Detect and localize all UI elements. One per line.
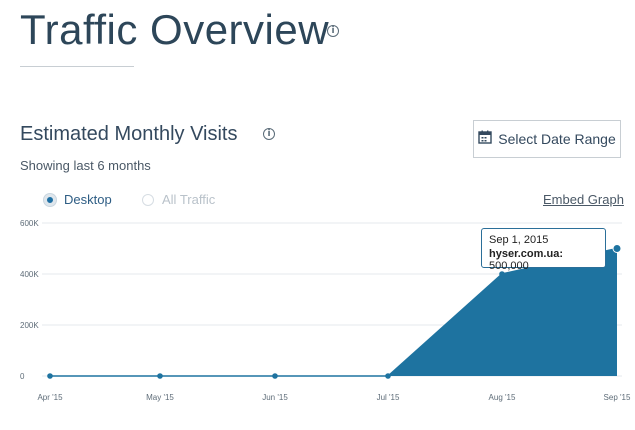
x-tick-label: Jul '15 bbox=[377, 393, 400, 402]
y-tick-label: 0 bbox=[20, 372, 25, 381]
select-date-range-button[interactable]: Select Date Range bbox=[473, 120, 621, 158]
page-title: Traffic Overview bbox=[20, 6, 330, 53]
x-tick-label: Aug '15 bbox=[489, 393, 516, 402]
series-line bbox=[50, 247, 618, 377]
y-tick-label: 200K bbox=[20, 321, 39, 330]
section-title: Estimated Monthly Visits bbox=[20, 123, 238, 145]
calendar-icon bbox=[478, 130, 492, 149]
data-point bbox=[612, 244, 622, 253]
all-traffic-radio-label: All Traffic bbox=[162, 192, 216, 207]
chart-tooltip: Sep 1, 2015 hyser.com.ua: 500,000 bbox=[481, 228, 606, 272]
radio-unselected-icon bbox=[142, 193, 154, 206]
radio-selected-icon bbox=[44, 193, 56, 206]
all-traffic-radio[interactable]: All Traffic bbox=[142, 192, 215, 207]
desktop-radio-label: Desktop bbox=[64, 192, 112, 207]
visits-chart: 0 200K 400K 600K Apr '15 May '15 Jun '15 Jul '1… bbox=[20, 219, 631, 402]
title-divider bbox=[20, 66, 134, 67]
embed-graph-link[interactable]: Embed Graph bbox=[543, 192, 624, 207]
tooltip-series: hyser.com.ua: bbox=[489, 248, 563, 260]
data-point bbox=[272, 373, 278, 379]
data-point bbox=[385, 373, 391, 379]
section-info-icon[interactable]: i bbox=[263, 128, 275, 140]
desktop-radio[interactable]: Desktop bbox=[44, 192, 112, 207]
x-tick-label: Sep '15 bbox=[604, 393, 631, 402]
tooltip-value: 500,000 bbox=[489, 260, 529, 272]
data-point bbox=[47, 373, 53, 379]
x-tick-label: Jun '15 bbox=[262, 393, 288, 402]
data-point bbox=[157, 373, 163, 379]
x-tick-label: Apr '15 bbox=[37, 393, 63, 402]
y-tick-label: 400K bbox=[20, 270, 39, 279]
select-date-range-label: Select Date Range bbox=[498, 131, 616, 147]
data-point bbox=[499, 271, 505, 277]
section-subtitle: Showing last 6 months bbox=[20, 158, 151, 173]
series-area bbox=[50, 248, 617, 376]
y-tick-label: 600K bbox=[20, 219, 39, 228]
tooltip-date: Sep 1, 2015 bbox=[489, 234, 549, 246]
info-icon[interactable]: i bbox=[327, 25, 339, 37]
x-tick-label: May '15 bbox=[146, 393, 174, 402]
